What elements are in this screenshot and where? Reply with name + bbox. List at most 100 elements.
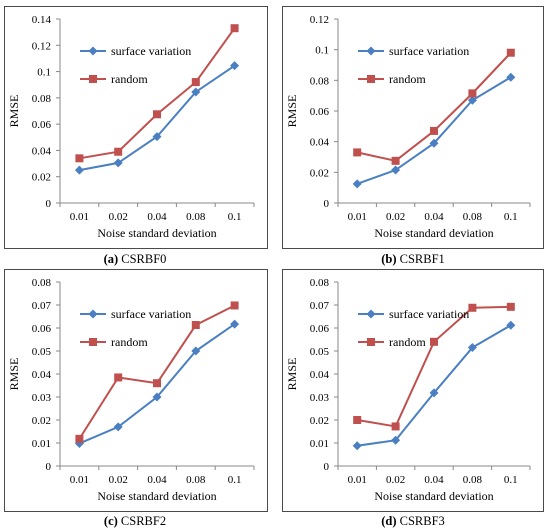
legend-marker-surface-variation bbox=[88, 309, 98, 319]
data-point-surface-variation bbox=[191, 346, 201, 356]
data-point-random bbox=[468, 303, 477, 312]
x-tick-label: 0.02 bbox=[109, 211, 128, 223]
data-point-surface-variation bbox=[429, 388, 439, 398]
x-tick-label: 0.1 bbox=[228, 474, 242, 486]
data-point-random bbox=[153, 110, 161, 119]
x-tick-label: 0.1 bbox=[504, 474, 518, 486]
legend-label: surface variation bbox=[111, 307, 191, 321]
caption-title: CSRBF2 bbox=[120, 514, 167, 528]
data-point-surface-variation bbox=[506, 320, 516, 330]
data-point-surface-variation bbox=[113, 422, 123, 432]
data-point-random bbox=[506, 302, 515, 311]
data-point-surface-variation bbox=[391, 165, 401, 175]
y-tick-label: 0.12 bbox=[310, 14, 329, 26]
y-tick-label: 0.14 bbox=[32, 14, 52, 26]
y-tick-label: 0.04 bbox=[310, 137, 330, 149]
y-tick-label: 0.02 bbox=[32, 172, 51, 184]
data-point-surface-variation bbox=[74, 165, 84, 175]
x-axis-title: Noise standard deviation bbox=[97, 489, 216, 503]
caption-title: CSRBF0 bbox=[121, 252, 167, 266]
data-point-random bbox=[191, 321, 200, 330]
data-point-random bbox=[114, 373, 123, 382]
y-tick-label: 0.04 bbox=[310, 369, 330, 381]
x-tick-label: 0.08 bbox=[463, 211, 483, 223]
y-tick-label: 0 bbox=[46, 198, 52, 210]
y-tick-label: 0.06 bbox=[32, 119, 52, 131]
data-point-random bbox=[230, 24, 239, 33]
x-tick-label: 0.1 bbox=[504, 211, 518, 223]
x-tick-label: 0.02 bbox=[386, 474, 405, 486]
chart-panel-b: 0 0.02 0.04 0.06 0.08 0.1 0.12 0.01 0.02 0.04 0.08… bbox=[282, 6, 544, 249]
x-tick-label: 0.01 bbox=[70, 474, 89, 486]
x-tick-label: 0.04 bbox=[147, 211, 167, 223]
series-line-random bbox=[78, 304, 236, 440]
data-point-surface-variation bbox=[429, 138, 439, 148]
x-tick-label: 0.04 bbox=[147, 474, 167, 486]
y-tick-label: 0.06 bbox=[310, 106, 330, 118]
y-tick-label: 0.08 bbox=[310, 75, 330, 87]
legend-marker-random bbox=[367, 75, 375, 83]
legend-label: surface variation bbox=[111, 44, 191, 58]
data-point-surface-variation bbox=[113, 158, 123, 168]
data-point-surface-variation bbox=[506, 72, 516, 82]
data-point-surface-variation bbox=[352, 179, 362, 189]
data-point-random bbox=[468, 89, 477, 98]
y-tick-label: 0.05 bbox=[310, 346, 330, 358]
y-tick-label: 0.04 bbox=[32, 369, 52, 381]
y-tick-label: 0.04 bbox=[32, 145, 52, 157]
x-tick-label: 0.08 bbox=[186, 211, 206, 223]
data-point-random bbox=[430, 126, 438, 135]
y-tick-label: 0.05 bbox=[32, 346, 52, 358]
y-axis-title: RMSE bbox=[7, 95, 21, 128]
caption-label: (c) bbox=[103, 514, 118, 528]
data-point-random bbox=[391, 156, 400, 165]
chart-panel-a: 0 0.02 0.04 0.06 0.08 0.1 0.12 0.14 0.01 0.02 0.04… bbox=[4, 6, 268, 249]
x-tick-label: 0.01 bbox=[348, 474, 367, 486]
legend-label: random bbox=[111, 72, 148, 86]
data-point-surface-variation bbox=[152, 132, 162, 142]
y-tick-label: 0.02 bbox=[310, 167, 329, 179]
data-point-random bbox=[391, 422, 400, 431]
caption-title: CSRBF1 bbox=[399, 252, 445, 266]
y-tick-label: 0.02 bbox=[310, 415, 329, 427]
x-tick-label: 0.02 bbox=[109, 474, 128, 486]
legend-marker-surface-variation bbox=[366, 46, 376, 56]
chart-svg-c: 0 0.01 0.02 0.03 0.04 0.05 0.06 0.07 0.08 0.01 0.0… bbox=[7, 277, 255, 503]
y-tick-label: 0.12 bbox=[32, 40, 51, 52]
y-tick-label: 0 bbox=[324, 461, 330, 473]
y-tick-label: 0.06 bbox=[310, 323, 330, 335]
data-point-random bbox=[75, 154, 84, 163]
x-tick-label: 0.02 bbox=[386, 211, 405, 223]
caption-d: (d) CSRBF3 bbox=[278, 514, 548, 529]
y-tick-label: 0.06 bbox=[32, 323, 52, 335]
data-point-random bbox=[353, 416, 362, 424]
caption-label: (b) bbox=[381, 252, 397, 266]
data-point-surface-variation bbox=[391, 435, 401, 445]
legend-label: random bbox=[389, 72, 426, 86]
caption-a: (a) CSRBF0 bbox=[0, 252, 270, 267]
caption-c: (c) CSRBF2 bbox=[0, 514, 270, 529]
caption-title: CSRBF3 bbox=[399, 514, 445, 528]
x-tick-label: 0.08 bbox=[463, 474, 483, 486]
x-axis-title: Noise standard deviation bbox=[374, 226, 493, 240]
data-point-surface-variation bbox=[467, 95, 477, 105]
y-tick-label: 0.01 bbox=[32, 438, 51, 450]
y-tick-label: 0 bbox=[46, 461, 52, 473]
x-tick-label: 0.04 bbox=[424, 211, 444, 223]
legend-label: random bbox=[111, 335, 148, 349]
x-tick-label: 0.01 bbox=[348, 211, 367, 223]
legend-marker-random bbox=[89, 75, 97, 83]
data-point-random bbox=[230, 301, 239, 310]
legend-marker-random bbox=[89, 338, 97, 346]
data-point-surface-variation bbox=[230, 319, 240, 329]
data-point-surface-variation bbox=[467, 343, 477, 353]
chart-svg-d: 0 0.01 0.02 0.03 0.04 0.05 0.06 0.07 0.08 0.01 0.0… bbox=[285, 277, 531, 503]
caption-label: (a) bbox=[103, 252, 119, 266]
legend-marker-random bbox=[367, 338, 375, 346]
series-line-random bbox=[357, 305, 511, 428]
data-point-random bbox=[75, 434, 84, 443]
x-axis-title: Noise standard deviation bbox=[374, 489, 493, 503]
legend-label: surface variation bbox=[389, 307, 469, 321]
legend-label: surface variation bbox=[389, 44, 469, 58]
data-point-random bbox=[353, 148, 362, 157]
